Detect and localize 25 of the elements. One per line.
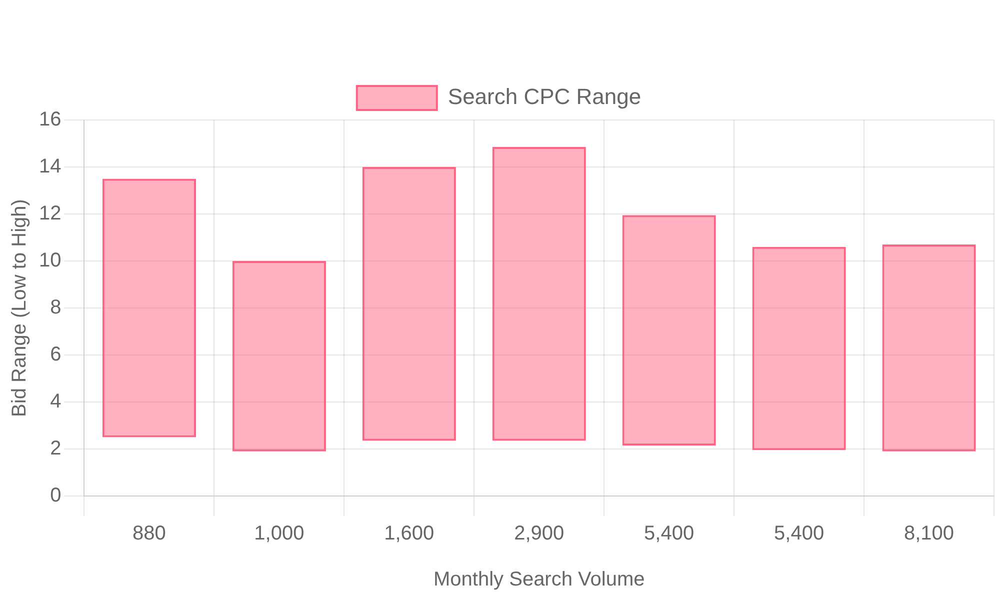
y-tick-label: 16 (38, 108, 62, 131)
bar (102, 178, 196, 438)
x-tick-label: 5,400 (774, 522, 824, 545)
y-tick-label: 14 (38, 156, 62, 178)
x-tick-label: 880 (132, 522, 166, 545)
bar (232, 261, 326, 452)
bar (362, 167, 456, 441)
bar (492, 147, 586, 441)
x-axis-title: Monthly Search Volume (434, 568, 645, 591)
bar (752, 246, 846, 450)
x-tick-label: 2,900 (514, 522, 564, 545)
y-tick-label: 12 (38, 202, 62, 225)
y-tick-label: 0 (50, 484, 62, 507)
x-tick-label: 1,000 (254, 522, 304, 545)
bar (622, 215, 716, 446)
y-tick-label: 10 (38, 250, 62, 272)
legend-label: Search CPC Range (448, 84, 642, 110)
y-tick-label: 6 (50, 344, 62, 366)
x-tick-label: 1,600 (384, 522, 434, 545)
y-tick-label: 8 (50, 296, 62, 319)
y-axis-title: Bid Range (Low to High) (8, 199, 31, 417)
y-tick-label: 2 (50, 438, 62, 460)
x-tick-label: 5,400 (644, 522, 694, 545)
x-tick-label: 8,100 (904, 522, 954, 545)
y-tick-label: 4 (50, 390, 62, 413)
